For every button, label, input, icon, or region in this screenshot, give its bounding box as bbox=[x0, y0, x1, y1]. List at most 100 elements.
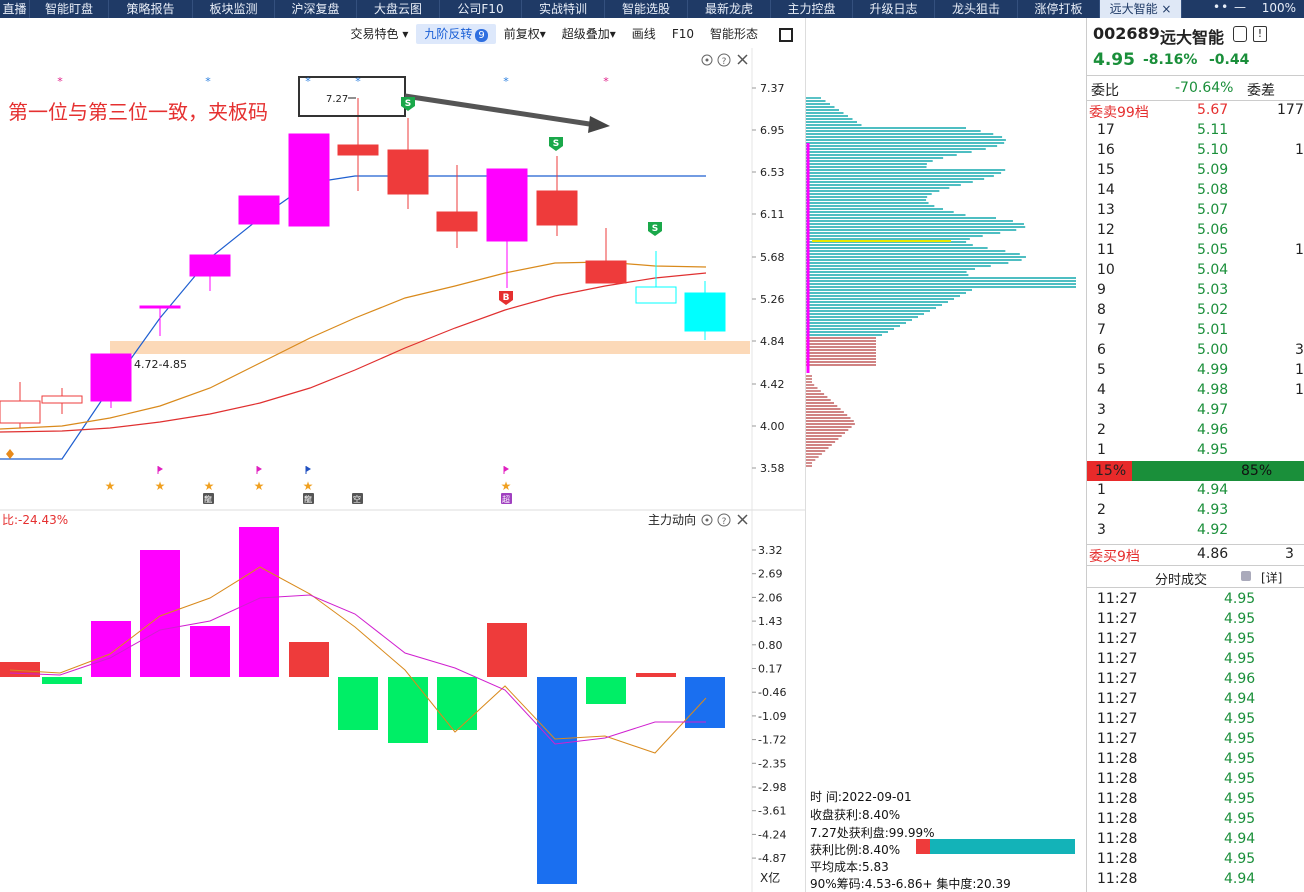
tab-3[interactable]: 板块监测 bbox=[193, 0, 275, 18]
sell-level-row[interactable]: 8 5.02 bbox=[1087, 301, 1304, 321]
sell-signal-icon[interactable]: S bbox=[401, 97, 415, 111]
alert-bell-icon[interactable] bbox=[1233, 26, 1247, 42]
tab-0[interactable]: 直播 bbox=[0, 0, 30, 18]
panel-toggle-icon[interactable] bbox=[779, 28, 793, 42]
tab-11[interactable]: 升级日志 bbox=[853, 0, 935, 18]
nine-reverse-button[interactable]: 九阶反转 9 bbox=[416, 24, 496, 44]
sell99-row[interactable]: 委卖99档 5.67 177 bbox=[1087, 100, 1304, 121]
smart-shape-button[interactable]: 智能形态 bbox=[709, 27, 758, 41]
chip-avg-cost: 平均成本:5.83 bbox=[810, 860, 889, 874]
tab-14[interactable]: 远大智能 × bbox=[1100, 0, 1182, 18]
asterisk-marker: * bbox=[355, 75, 361, 88]
level-price: 4.97 bbox=[1197, 402, 1229, 418]
level-num: 2 bbox=[1097, 502, 1106, 518]
draw-line-button[interactable]: 画线 bbox=[631, 27, 656, 41]
tab-12[interactable]: 龙头狙击 bbox=[935, 0, 1018, 18]
tab-10[interactable]: 主力控盘 bbox=[771, 0, 853, 18]
sell-level-row[interactable]: 2 4.96 bbox=[1087, 421, 1304, 441]
weibi-value: -70.64% bbox=[1175, 80, 1234, 96]
level-price: 5.08 bbox=[1197, 182, 1229, 198]
sell-level-row[interactable]: 9 5.03 bbox=[1087, 281, 1304, 301]
tick-time: 11:27 bbox=[1097, 591, 1138, 607]
level-volume: 1 bbox=[1295, 142, 1304, 158]
tab-7[interactable]: 实战特训 bbox=[522, 0, 605, 18]
tick-time: 11:27 bbox=[1097, 631, 1138, 647]
zoom-controls[interactable]: •• — bbox=[1213, 0, 1247, 14]
buy9-row[interactable]: 委买9档 4.86 3 bbox=[1087, 544, 1304, 565]
help-icon[interactable]: ? bbox=[717, 53, 731, 67]
event-tag[interactable]: 龍 bbox=[303, 493, 314, 504]
sell-level-row[interactable]: 10 5.04 bbox=[1087, 261, 1304, 281]
candle bbox=[436, 165, 478, 248]
candle bbox=[635, 251, 677, 304]
chart-toolbar: 交易特色 ▾ 九阶反转 9 前复权▾ 超级叠加▾ 画线 F10 智能形态 bbox=[0, 18, 806, 50]
sell-signal-icon[interactable]: S bbox=[648, 222, 662, 236]
lock-icon[interactable] bbox=[1241, 571, 1251, 581]
sell-level-row[interactable]: 6 5.00 3 bbox=[1087, 341, 1304, 361]
tick-time: 11:28 bbox=[1097, 851, 1138, 867]
event-tag[interactable]: 超 bbox=[501, 493, 512, 504]
indicator-bar bbox=[586, 677, 626, 704]
tick-price: 4.95 bbox=[1224, 771, 1256, 787]
level-num: 14 bbox=[1097, 182, 1115, 198]
tab-8[interactable]: 智能选股 bbox=[605, 0, 688, 18]
price-tick: 4.42 bbox=[760, 378, 785, 391]
help-icon[interactable]: ? bbox=[717, 513, 731, 527]
sell-level-row[interactable]: 16 5.10 1 bbox=[1087, 141, 1304, 161]
tick-time: 11:28 bbox=[1097, 871, 1138, 887]
tab-4[interactable]: 沪深复盘 bbox=[275, 0, 357, 18]
settings-icon[interactable] bbox=[701, 54, 713, 66]
tab-2[interactable]: 策略报告 bbox=[109, 0, 193, 18]
info-icon[interactable]: ! bbox=[1253, 26, 1267, 42]
sell-level-row[interactable]: 11 5.05 1 bbox=[1087, 241, 1304, 261]
buy-level-row[interactable]: 3 4.92 bbox=[1087, 521, 1304, 541]
tab-5[interactable]: 大盘云图 bbox=[357, 0, 440, 18]
close-icon[interactable] bbox=[737, 514, 748, 525]
ratio-left: 15% bbox=[1095, 463, 1127, 479]
pre-adjust-button[interactable]: 前复权▾ bbox=[503, 27, 546, 41]
buy-signal-icon[interactable]: B bbox=[499, 291, 513, 305]
sell-level-row[interactable]: 1 4.95 bbox=[1087, 441, 1304, 461]
buy-level-row[interactable]: 2 4.93 bbox=[1087, 501, 1304, 521]
super-overlay-button[interactable]: 超级叠加▾ bbox=[561, 27, 616, 41]
chip-close-profit: 收盘获利:8.40% bbox=[810, 808, 901, 822]
trade-feature-button[interactable]: 交易特色 ▾ bbox=[350, 27, 409, 41]
detail-link[interactable]: [详] bbox=[1261, 571, 1283, 585]
settings-icon[interactable] bbox=[701, 514, 713, 526]
sell-level-row[interactable]: 15 5.09 bbox=[1087, 161, 1304, 181]
sell-level-row[interactable]: 5 4.99 1 bbox=[1087, 361, 1304, 381]
tick-time: 11:28 bbox=[1097, 831, 1138, 847]
ticks-title: 分时成交 bbox=[1155, 573, 1208, 588]
indicator-tick: 0.80 bbox=[758, 639, 783, 652]
buy-level-row[interactable]: 1 4.94 bbox=[1087, 481, 1304, 501]
indicator-tick: 2.06 bbox=[758, 591, 783, 604]
price-tick: 5.68 bbox=[760, 251, 785, 264]
sell-level-row[interactable]: 17 5.11 bbox=[1087, 121, 1304, 141]
level-num: 1 bbox=[1097, 482, 1106, 498]
indicator-bar bbox=[190, 626, 230, 677]
star-icon: ★ bbox=[155, 479, 166, 493]
close-icon[interactable] bbox=[737, 54, 748, 65]
sell-level-row[interactable]: 3 4.97 bbox=[1087, 401, 1304, 421]
chip-profit-at: 7.27处获利盘:99.99% bbox=[810, 826, 935, 840]
sell-level-row[interactable]: 13 5.07 bbox=[1087, 201, 1304, 221]
tab-1[interactable]: 智能盯盘 bbox=[30, 0, 109, 18]
sell-level-row[interactable]: 14 5.08 bbox=[1087, 181, 1304, 201]
sell-level-row[interactable]: 4 4.98 1 bbox=[1087, 381, 1304, 401]
tick-price: 4.95 bbox=[1224, 611, 1256, 627]
event-tag[interactable]: 空 bbox=[352, 493, 363, 504]
chip-distribution-svg bbox=[806, 97, 1076, 854]
sell-level-row[interactable]: 12 5.06 bbox=[1087, 221, 1304, 241]
tick-time: 11:27 bbox=[1097, 671, 1138, 687]
tab-9[interactable]: 最新龙虎 bbox=[688, 0, 771, 18]
sell-signal-icon[interactable]: S bbox=[549, 137, 563, 151]
tab-6[interactable]: 公司F10 bbox=[440, 0, 522, 18]
f10-button[interactable]: F10 bbox=[671, 27, 694, 41]
range-label: 4.72-4.85 bbox=[134, 358, 187, 371]
event-tag[interactable]: 龍 bbox=[203, 493, 214, 504]
price-tick: 7.37 bbox=[760, 82, 785, 95]
chip-distribution-panel: 时 间:2022-09-01 收盘获利:8.40% 7.27处获利盘:99.99… bbox=[806, 18, 1086, 892]
tick-time: 11:27 bbox=[1097, 651, 1138, 667]
tab-13[interactable]: 涨停打板 bbox=[1018, 0, 1100, 18]
sell-level-row[interactable]: 7 5.01 bbox=[1087, 321, 1304, 341]
